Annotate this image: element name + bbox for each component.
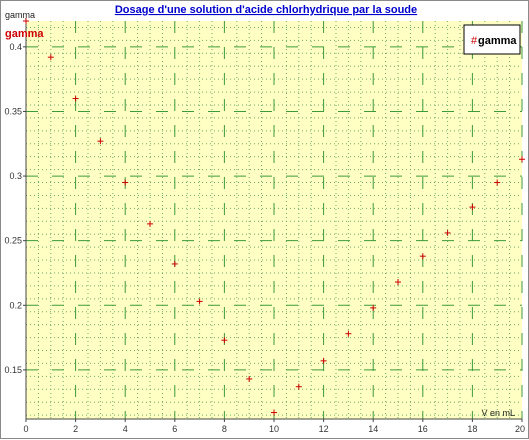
legend-label: gamma [478,35,517,47]
data-point [494,179,501,186]
y-tick-label: 0.25 [4,236,22,246]
x-tick-label: 14 [368,424,378,434]
data-point [47,54,54,61]
x-tick-label: 8 [222,424,227,434]
data-point [72,95,79,102]
x-tick-label: 6 [172,424,177,434]
x-tick-labels: 0 2 4 6 8 10 12 14 16 18 20 [23,419,525,434]
x-tick-label: 0 [23,424,28,434]
legend-box [463,24,521,55]
data-point [345,330,352,337]
data-point [469,204,476,211]
y-tick-label: 0.3 [9,171,22,181]
x-axis-label: V en mL [481,408,515,418]
data-point [271,409,277,416]
data-point [370,304,377,311]
x-tick-label: 2 [73,424,78,434]
data-point [246,375,253,382]
y-tick-label: 0.35 [4,106,22,116]
data-point [295,383,302,390]
data-point [444,229,451,236]
data-point [395,279,401,286]
data-point [147,220,153,227]
x-tick-label: 12 [319,424,329,434]
series-label: gamma [5,28,44,40]
y-tick-labels: 0.15 0.2 0.25 0.3 0.35 0.4 [4,42,26,375]
data-point [122,179,129,186]
y-axis-label: gamma [5,10,35,20]
data-point [419,253,426,260]
data-point [23,18,29,24]
x-tick-label: 10 [269,424,279,434]
x-tick-label: 20 [515,424,525,434]
data-point [97,138,104,145]
grid [25,21,523,419]
data-point [320,357,327,364]
y-tick-label: 0.4 [9,42,22,52]
x-tick-label: 4 [123,424,128,434]
legend-marker: # [471,35,478,47]
plot-area [26,21,522,419]
x-tick-label: 16 [418,424,428,434]
data-point [221,337,228,344]
y-tick-label: 0.2 [9,300,22,310]
data-point [519,156,525,163]
legend: # gamma [463,24,521,55]
data-points [23,18,525,416]
chart-title: Dosage d'une solution d'acide chlorhydri… [115,4,417,16]
data-point [171,260,178,267]
x-tick-label: 18 [467,424,477,434]
y-tick-label: 0.15 [4,365,22,375]
data-point [196,298,203,305]
